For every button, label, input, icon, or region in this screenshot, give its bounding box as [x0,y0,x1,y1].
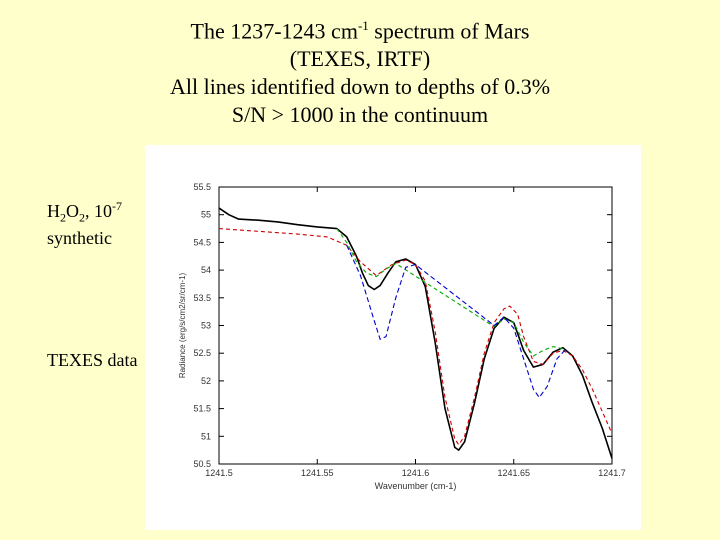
plot-axes [218,186,613,465]
plot-series [218,207,613,459]
y-tick-label: 53 [201,321,211,331]
y-tick-label: 55 [201,210,211,220]
h2o2-o: O [66,201,79,221]
h2o2-label: H2O2, 10-7 synthetic [47,196,122,248]
plot-panel: 1241.5 1241.55 1241.6 1241.65 1241.7 50.5 51 51… [145,145,641,530]
plot-frame [218,186,613,465]
h2o2-sub-2: 2 [79,210,85,225]
slide-title: The 1237-1243 cm-1 spectrum of Mars (TEX… [0,12,720,129]
y-axis-label: Radiance (erg/s/cm2/sr/cm-1) [178,272,187,378]
title-line-1: The 1237-1243 cm-1 spectrum of Mars [0,12,720,45]
model-green-line [336,228,564,357]
y-tick-label: 52.5 [193,348,211,358]
x-tick-label: 1241.6 [402,468,430,478]
y-tick-label: 54.5 [193,237,211,247]
texes-data-label: TEXES data [47,350,138,370]
texes-data-line [218,207,613,459]
h2o2-h: H [47,201,60,221]
y-tick-label: 50.5 [193,459,211,469]
spectrum-chart: 1241.5 1241.55 1241.6 1241.65 1241.7 50.5 51 51… [178,182,626,491]
plot-labels: 1241.5 1241.55 1241.6 1241.65 1241.7 50.5 51 51… [178,182,626,491]
x-tick-label: 1241.65 [497,468,530,478]
synthetic-label: synthetic [47,227,112,248]
h2o2-exponent: -7 [112,199,122,213]
title-line-1-text: The 1237-1243 cm [190,18,358,44]
h2o2-formula: H2O2, 10-7 [47,196,122,228]
y-tick-label: 53.5 [193,293,211,303]
h2o2-synthetic-line [346,244,566,399]
title-line-3: All lines identified down to depths of 0… [169,74,551,100]
model-red-line [218,228,613,446]
y-tick-label: 55.5 [193,182,211,192]
x-tick-label: 1241.55 [301,468,334,478]
title-line-1-suffix: spectrum of Mars [368,18,530,44]
x-axis-label: Wavenumber (cm-1) [375,481,457,491]
title-line-2: (TEXES, IRTF) [289,46,431,72]
h2o2-sub-1: 2 [60,210,66,225]
x-tick-label: 1241.7 [598,468,626,478]
title-line-4: S/N > 1000 in the continuum [231,102,489,128]
x-tick-label: 1241.5 [205,468,233,478]
y-tick-label: 52 [201,376,211,386]
h2o2-abundance: , 10 [85,201,112,221]
y-tick-label: 51 [201,431,211,441]
y-tick-label: 54 [201,265,211,275]
title-line-1-superscript: -1 [357,18,369,33]
y-tick-label: 51.5 [193,404,211,414]
